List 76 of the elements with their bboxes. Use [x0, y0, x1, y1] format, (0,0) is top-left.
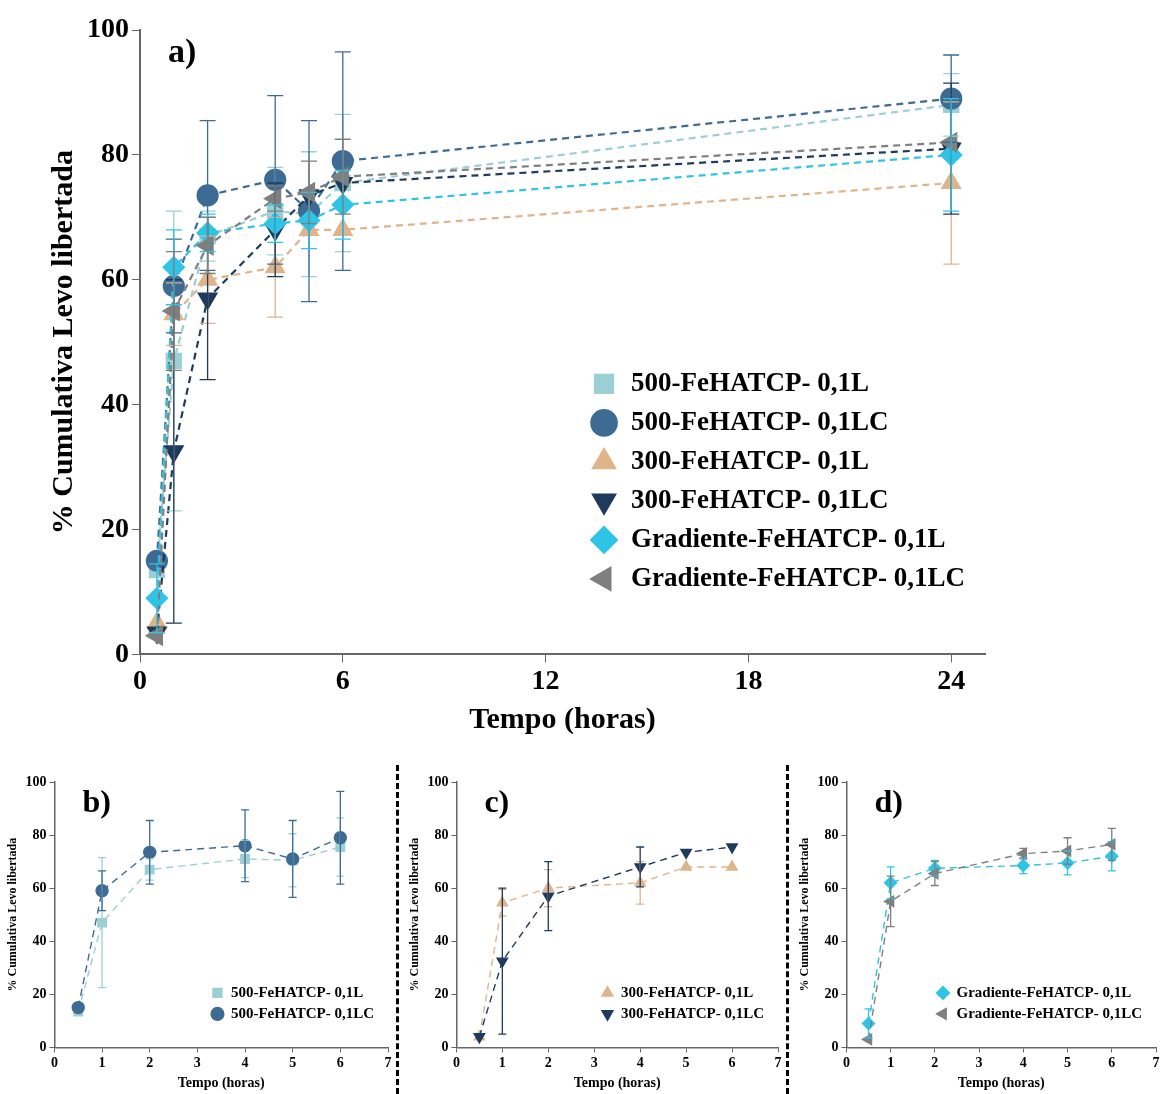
x-tick-label: 6 [1108, 1055, 1116, 1071]
legend-label: 300-FeHATCP- 0,1L [620, 983, 754, 1000]
y-tick-label: 40 [824, 932, 839, 948]
x-tick-label: 18 [734, 664, 763, 696]
y-axis-title: % Cumulativa Levo libertada [407, 837, 422, 992]
x-tick-label: 5 [289, 1055, 297, 1071]
x-tick-label: 1 [887, 1055, 895, 1071]
y-tick-label: 0 [441, 1039, 449, 1055]
y-tick-label: 0 [39, 1039, 47, 1055]
x-tick-label: 7 [774, 1055, 782, 1071]
x-tick-label: 3 [193, 1055, 201, 1071]
x-tick-label: 1 [98, 1055, 106, 1071]
y-axis-title: % Cumulativa Levo libertada [44, 150, 78, 535]
x-tick-label: 4 [636, 1055, 644, 1071]
annotation: d) [874, 783, 903, 820]
y-tick-label: 100 [87, 12, 129, 44]
x-axis-title: Tempo (horas) [469, 700, 656, 735]
legend-label: Gradiente-FeHATCP- 0,1LC [631, 561, 966, 592]
y-tick-label: 60 [824, 879, 839, 895]
x-tick-label: 3 [975, 1055, 983, 1071]
legend-label: 500-FeHATCP- 0,1L [230, 983, 364, 1000]
x-tick-label: 5 [682, 1055, 690, 1071]
x-tick-label: 3 [590, 1055, 598, 1071]
y-tick-label: 100 [817, 773, 839, 789]
y-tick-label: 40 [101, 386, 129, 418]
legend-label: Gradiente-FeHATCP- 0,1L [631, 522, 946, 553]
y-tick-label: 20 [101, 511, 129, 543]
y-tick-label: 20 [32, 985, 47, 1001]
legend-label: 300-FeHATCP- 0,1L [631, 444, 870, 475]
x-tick-label: 0 [842, 1055, 850, 1071]
y-tick-label: 80 [434, 826, 449, 842]
x-tick-label: 0 [50, 1055, 58, 1071]
y-tick-label: 20 [434, 985, 449, 1001]
y-tick-label: 80 [824, 826, 839, 842]
legend-label: 500-FeHATCP- 0,1L [631, 366, 870, 397]
x-tick-label: 1 [498, 1055, 506, 1071]
x-tick-label: 7 [1152, 1055, 1160, 1071]
x-tick-label: 6 [728, 1055, 736, 1071]
legend-label: Gradiente-FeHATCP- 0,1LC [956, 1004, 1143, 1021]
x-tick-label: 2 [544, 1055, 552, 1071]
legend-label: Gradiente-FeHATCP- 0,1L [956, 983, 1132, 1000]
x-tick-label: 4 [1019, 1055, 1027, 1071]
x-tick-label: 5 [1064, 1055, 1072, 1071]
x-tick-label: 4 [241, 1055, 249, 1071]
y-tick-label: 60 [32, 879, 47, 895]
y-tick-label: 40 [434, 932, 449, 948]
x-tick-label: 6 [335, 664, 350, 696]
annotation: c) [484, 783, 510, 820]
y-tick-label: 40 [32, 932, 47, 948]
legend-label: 300-FeHATCP- 0,1LC [631, 483, 889, 514]
y-tick-label: 100 [25, 773, 47, 789]
y-axis-title: % Cumulativa Levo libertada [5, 837, 20, 992]
y-axis-title: % Cumulativa Levo libertada [797, 837, 812, 992]
x-tick-label: 7 [384, 1055, 392, 1071]
y-tick-label: 80 [32, 826, 47, 842]
x-tick-label: 2 [931, 1055, 939, 1071]
x-axis-title: Tempo (horas) [957, 1075, 1046, 1092]
annotation: b) [82, 783, 111, 820]
y-tick-label: 0 [831, 1039, 839, 1055]
x-axis-title: Tempo (horas) [177, 1075, 266, 1092]
annotation: a) [168, 31, 197, 70]
legend-label: 500-FeHATCP- 0,1LC [631, 405, 889, 436]
y-tick-label: 100 [427, 773, 449, 789]
y-tick-label: 0 [115, 636, 129, 668]
x-tick-label: 12 [531, 664, 560, 696]
x-tick-label: 0 [452, 1055, 460, 1071]
x-tick-label: 24 [937, 664, 966, 696]
legend-label: 300-FeHATCP- 0,1LC [620, 1004, 765, 1021]
y-tick-label: 20 [824, 985, 839, 1001]
legend-label: 500-FeHATCP- 0,1LC [230, 1004, 375, 1021]
x-tick-label: 2 [146, 1055, 154, 1071]
y-tick-label: 60 [101, 261, 129, 293]
y-tick-label: 60 [434, 879, 449, 895]
x-axis-title: Tempo (horas) [573, 1075, 662, 1092]
y-tick-label: 80 [101, 137, 129, 169]
x-tick-label: 6 [336, 1055, 344, 1071]
